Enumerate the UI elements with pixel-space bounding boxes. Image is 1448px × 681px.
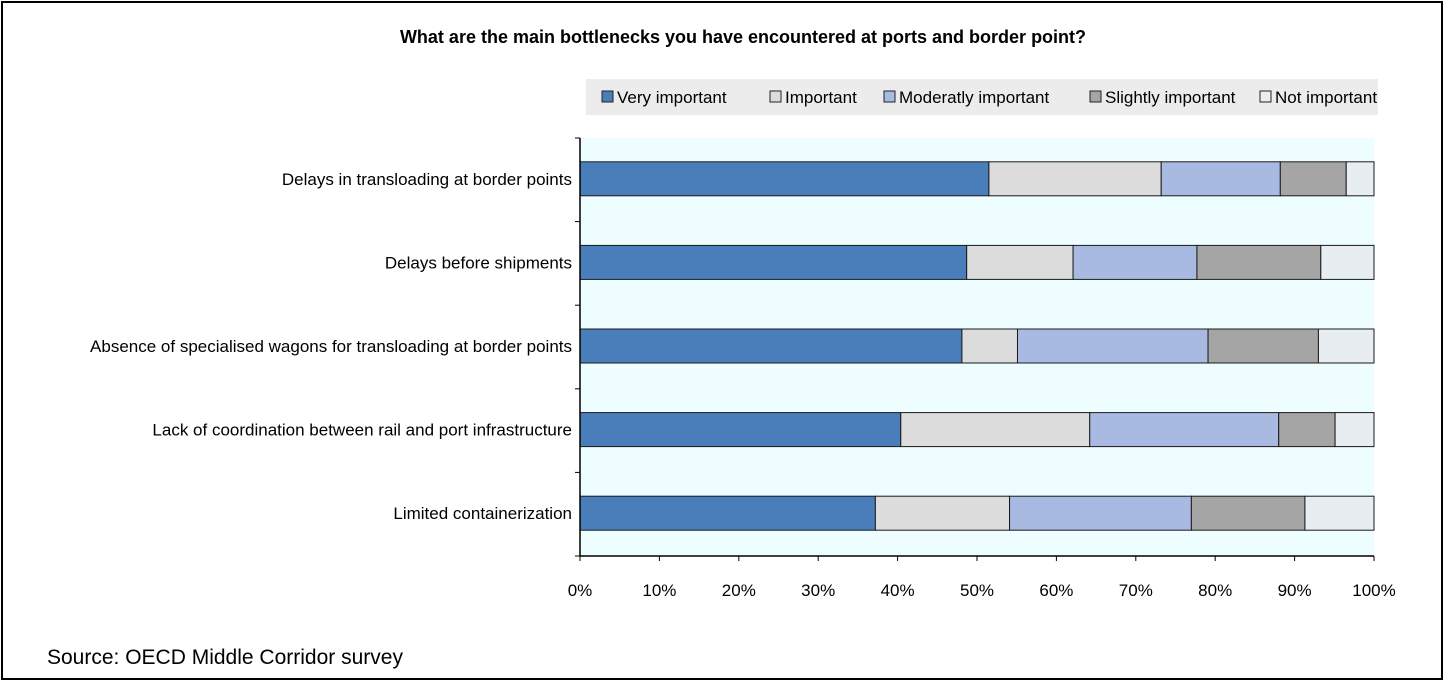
category-label-3: Lack of coordination between rail and po… (152, 421, 572, 440)
category-label-2: Absence of specialised wagons for transl… (90, 337, 572, 356)
legend-swatch-0 (601, 90, 614, 103)
plot-area: Delays in transloading at border points D… (90, 137, 1396, 600)
bar-segment-4-2 (1009, 495, 1192, 531)
bar-segment-3-1 (900, 412, 1091, 448)
x-tick-label-3: 30% (801, 581, 835, 600)
x-tick-label-1: 10% (642, 581, 676, 600)
x-tick-label-2: 20% (722, 581, 756, 600)
x-tick-label-9: 90% (1278, 581, 1312, 600)
bar-segment-4-3 (1190, 495, 1306, 531)
bar-segment-2-4 (1317, 328, 1375, 364)
legend-background (586, 79, 1378, 115)
source-note: Source: OECD Middle Corridor survey (47, 646, 403, 669)
category-label-0: Delays in transloading at border points (282, 170, 572, 189)
x-tick-label-5: 50% (960, 581, 994, 600)
legend-swatch-1 (769, 90, 782, 103)
bar-segment-3-2 (1089, 412, 1280, 448)
bar-segment-2-2 (1016, 328, 1209, 364)
legend-swatch-2 (883, 90, 896, 103)
bar-segment-2-1 (961, 328, 1018, 364)
x-tick-label-0: 0% (568, 581, 593, 600)
bar-segment-1-4 (1320, 244, 1375, 280)
legend-label-3: Slightly important (1105, 88, 1236, 107)
x-tick-label-4: 40% (881, 581, 915, 600)
bar-segment-0-0 (579, 161, 990, 197)
x-tick-label-8: 80% (1198, 581, 1232, 600)
bar-segment-0-1 (988, 161, 1162, 197)
bar-segment-3-0 (579, 412, 902, 448)
x-tick-label-7: 70% (1119, 581, 1153, 600)
bar-segment-0-3 (1279, 161, 1347, 197)
category-label-4: Limited containerization (393, 504, 572, 523)
bar-segment-3-4 (1334, 412, 1375, 448)
legend-label-0: Very important (617, 88, 727, 107)
category-label-1: Delays before shipments (385, 253, 572, 272)
bar-segment-2-3 (1207, 328, 1319, 364)
bar-segment-4-0 (579, 495, 876, 531)
bar-segment-1-0 (579, 244, 968, 280)
legend-label-4: Not important (1275, 88, 1377, 107)
bar-segment-4-4 (1304, 495, 1375, 531)
bar-segment-3-3 (1278, 412, 1336, 448)
legend: Very important Important Moderatly importa… (586, 79, 1378, 115)
legend-label-2: Moderatly important (899, 88, 1050, 107)
bar-segment-1-2 (1072, 244, 1198, 280)
stacked-bar-chart: What are the main bottlenecks you have e… (90, 27, 1396, 600)
chart-title: What are the main bottlenecks you have e… (400, 27, 1086, 47)
x-tick-label-10: 100% (1352, 581, 1395, 600)
bar-segment-4-1 (874, 495, 1011, 531)
bar-segment-1-1 (966, 244, 1074, 280)
bar-segment-1-3 (1196, 244, 1322, 280)
bar-segment-0-4 (1345, 161, 1375, 197)
bar-segment-2-0 (579, 328, 963, 364)
legend-label-1: Important (785, 88, 857, 107)
legend-swatch-4 (1259, 90, 1272, 103)
legend-swatch-3 (1089, 90, 1102, 103)
x-tick-label-6: 60% (1039, 581, 1073, 600)
bar-segment-0-2 (1160, 161, 1281, 197)
